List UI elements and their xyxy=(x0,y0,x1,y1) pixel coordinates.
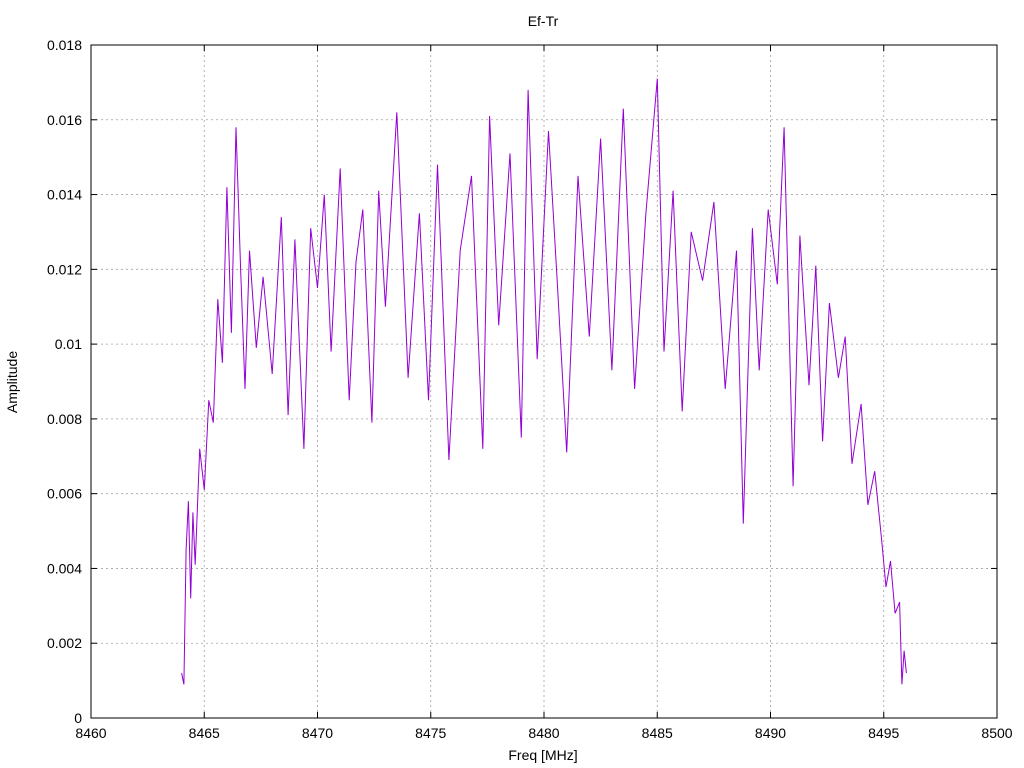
y-tick-label: 0.002 xyxy=(47,635,82,651)
x-tick-label: 8500 xyxy=(981,725,1012,741)
y-tick-label: 0.01 xyxy=(55,336,82,352)
y-axis-title: Amplitude xyxy=(4,351,20,413)
y-tick-label: 0.006 xyxy=(47,486,82,502)
x-tick-label: 8475 xyxy=(415,725,446,741)
grid-lines xyxy=(91,45,997,718)
y-tick-label: 0.014 xyxy=(47,187,82,203)
series-line-0 xyxy=(181,78,907,685)
x-tick-label: 8480 xyxy=(528,725,559,741)
x-tick-label: 8470 xyxy=(302,725,333,741)
x-tick-label: 8495 xyxy=(868,725,899,741)
x-tick-label: 8465 xyxy=(189,725,220,741)
x-tick-label: 8485 xyxy=(642,725,673,741)
x-tick-label: 8490 xyxy=(755,725,786,741)
tick-labels: 8460 8465 8470 8475 8480 8485 8490 8495 8500 0 0.0… xyxy=(47,37,1013,741)
y-tick-label: 0.018 xyxy=(47,37,82,53)
y-tick-label: 0.008 xyxy=(47,411,82,427)
y-tick-label: 0 xyxy=(74,710,82,726)
y-tick-label: 0.016 xyxy=(47,112,82,128)
x-axis-title: Freq [MHz] xyxy=(508,747,577,763)
y-tick-label: 0.004 xyxy=(47,560,82,576)
tick-marks xyxy=(90,44,998,719)
series-group xyxy=(181,78,907,685)
chart-title: Ef-Tr xyxy=(528,13,559,29)
y-tick-label: 0.012 xyxy=(47,261,82,277)
x-tick-label: 8460 xyxy=(75,725,106,741)
